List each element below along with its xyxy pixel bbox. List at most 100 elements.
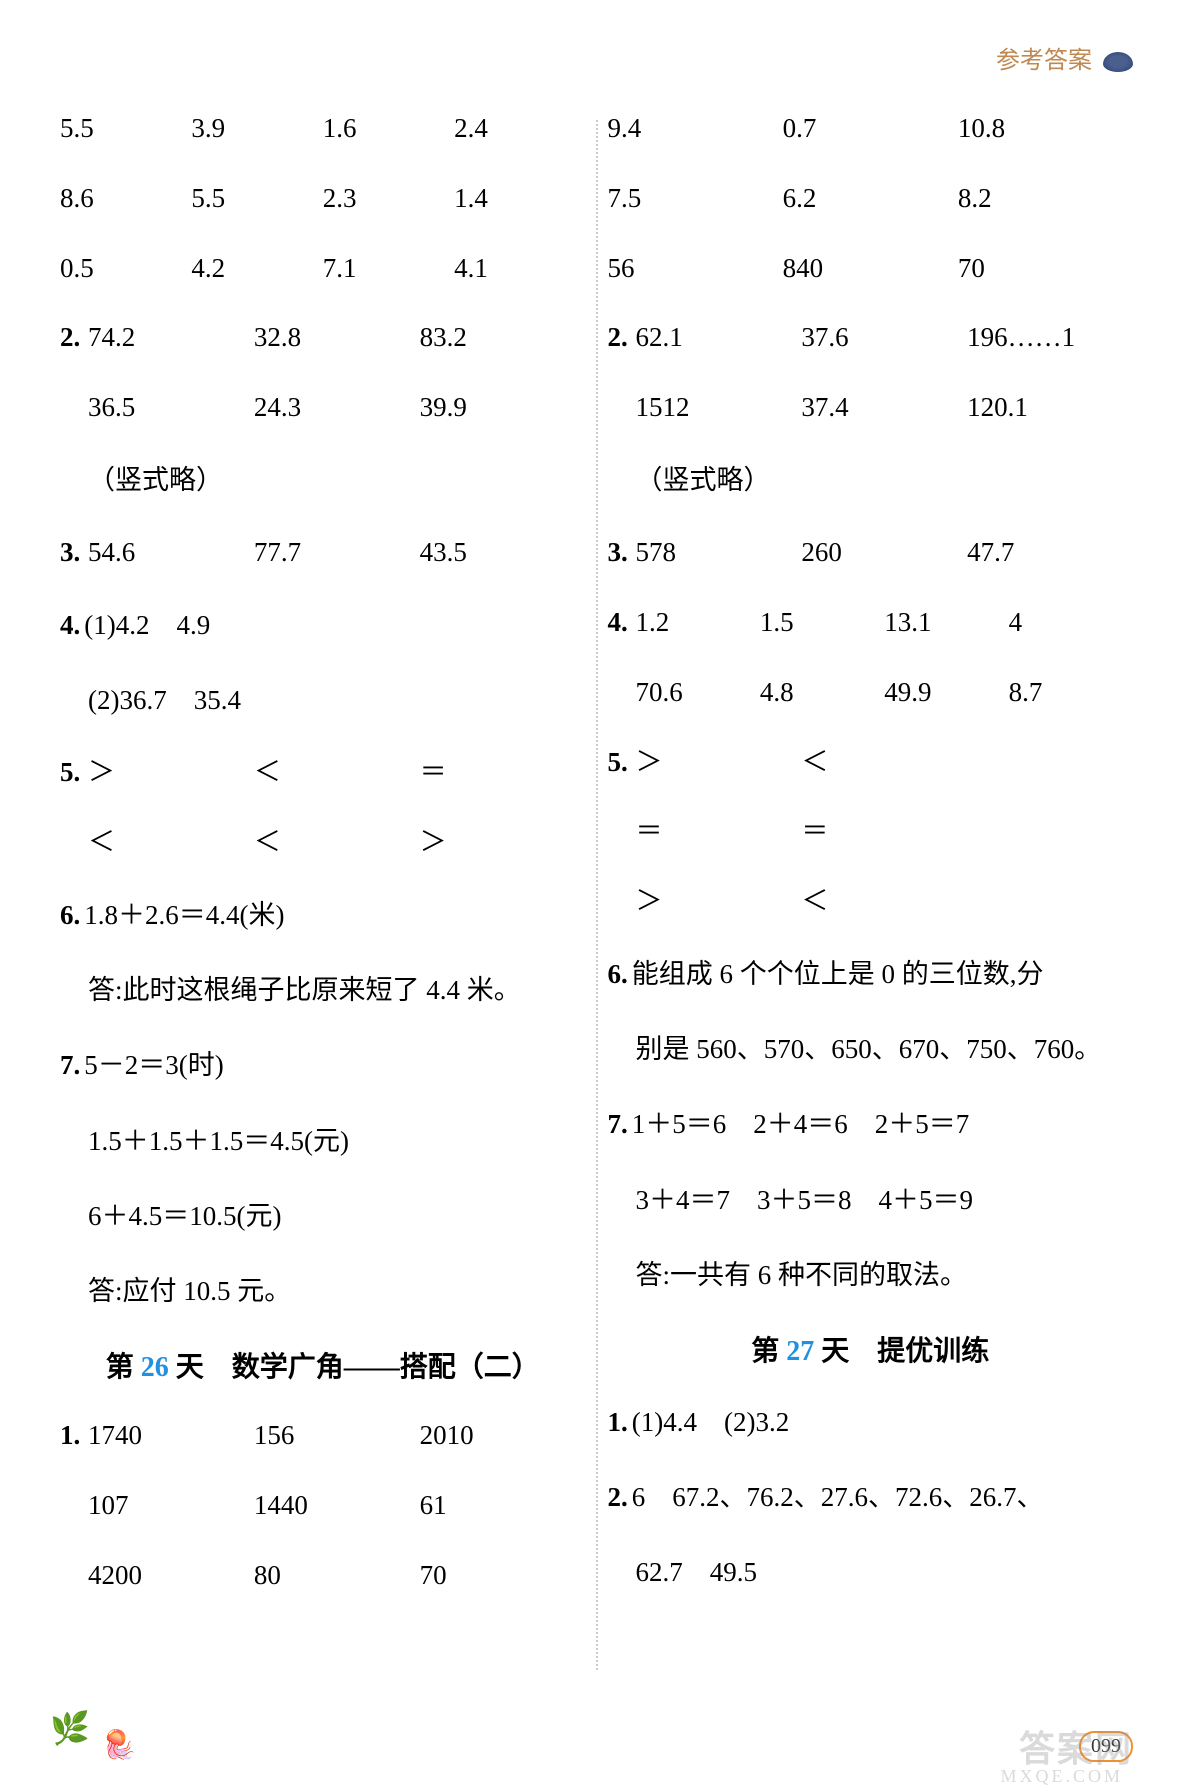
section-prefix: 第 xyxy=(751,1336,786,1367)
section-title: 第 26 天 数学广角——搭配（二） xyxy=(60,1345,586,1385)
answer-text: 6 67.2、76.2、27.6、72.6、26.7、 xyxy=(632,1482,1044,1512)
data-row: 36.5 24.3 39.9 xyxy=(60,389,586,427)
shell-icon xyxy=(1103,52,1133,72)
right-column: 9.4 0.7 10.8 7.5 6.2 8.2 56 840 70 2. 62… xyxy=(598,110,1144,1670)
header-title: 参考答案 xyxy=(996,48,1092,74)
cell: 4.8 xyxy=(760,674,884,712)
data-row: 9.4 0.7 10.8 xyxy=(608,110,1134,148)
cell: 4 xyxy=(1009,604,1133,642)
cell: 37.6 xyxy=(801,319,967,357)
cell: 840 xyxy=(783,250,958,288)
cell: 47.7 xyxy=(967,534,1133,572)
question-line: 7.1＋5＝6 2＋4＝6 2＋5＝7 xyxy=(608,1103,1134,1146)
question-number: 5. xyxy=(608,744,632,782)
cell: 39.9 xyxy=(420,389,586,427)
question-number: 7. xyxy=(60,1050,80,1080)
question-line: 4.(1)4.2 4.9 xyxy=(60,604,586,647)
data-row: 5. ＞ ＜ xyxy=(608,744,1134,782)
cell: 6.2 xyxy=(783,180,958,218)
answer-text: 6＋4.5＝10.5(元) xyxy=(60,1195,586,1238)
data-row: 56 840 70 xyxy=(608,250,1134,288)
question-line: 7.5－2＝3(时) xyxy=(60,1044,586,1087)
data-row: 70.6 4.8 49.9 8.7 xyxy=(608,674,1134,712)
question-line: 6.1.8＋2.6＝4.4(米) xyxy=(60,894,586,937)
cell: 120.1 xyxy=(967,389,1133,427)
cell: 32.8 xyxy=(254,319,420,357)
question-line: 6.能组成 6 个个位上是 0 的三位数,分 xyxy=(608,953,1134,996)
cell: 13.1 xyxy=(884,604,1008,642)
note: （竖式略） xyxy=(60,459,586,502)
data-row: 1. 1740 156 2010 xyxy=(60,1417,586,1455)
answer-text: 答:一共有 6 种不同的取法。 xyxy=(608,1254,1134,1297)
cell: 156 xyxy=(254,1417,420,1455)
cell: 24.3 xyxy=(254,389,420,427)
question-number: 6. xyxy=(60,900,80,930)
seaweed-icon xyxy=(50,1709,100,1754)
cell: 56 xyxy=(608,250,783,288)
cell: ＝ xyxy=(420,754,586,792)
data-row: 4200 80 70 xyxy=(60,1557,586,1595)
section-day: 26 xyxy=(141,1352,169,1383)
answer-text: 5－2＝3(时) xyxy=(84,1050,223,1080)
cell: 70.6 xyxy=(636,674,760,712)
cell: 37.4 xyxy=(801,389,967,427)
cell: 3.9 xyxy=(191,110,322,148)
cell: ＞ xyxy=(88,754,254,792)
answer-text: 能组成 6 个个位上是 0 的三位数,分 xyxy=(632,959,1044,989)
section-suffix: 天 数学广角——搭配（二） xyxy=(169,1352,540,1383)
data-row: 8.6 5.5 2.3 1.4 xyxy=(60,180,586,218)
cell: ＜ xyxy=(801,744,967,782)
cell: ＜ xyxy=(801,883,967,921)
section-suffix: 天 提优训练 xyxy=(814,1336,989,1367)
question-number: 2. xyxy=(608,1482,628,1512)
question-number: 1. xyxy=(608,1407,628,1437)
data-row: 7.5 6.2 8.2 xyxy=(608,180,1134,218)
cell: 70 xyxy=(958,250,1133,288)
cell: 74.2 xyxy=(88,319,254,357)
main-content: 5.5 3.9 1.6 2.4 8.6 5.5 2.3 1.4 0.5 4.2 … xyxy=(50,110,1143,1670)
question-number: 5. xyxy=(60,754,84,792)
question-number: 6. xyxy=(608,959,628,989)
data-row: 5. ＞ ＜ ＝ xyxy=(60,754,586,792)
question-number: 7. xyxy=(608,1109,628,1139)
cell: 1440 xyxy=(254,1487,420,1525)
cell: 1.4 xyxy=(454,180,585,218)
cell: 1740 xyxy=(88,1417,254,1455)
cell xyxy=(967,744,1133,782)
data-row: 3. 54.6 77.7 43.5 xyxy=(60,534,586,572)
data-row: ＜ ＜ ＞ xyxy=(60,824,586,862)
answer-text: 别是 560、570、650、670、750、760。 xyxy=(608,1028,1134,1071)
footer-decoration: 🪼 xyxy=(50,1709,137,1762)
answer-text: (2)36.7 35.4 xyxy=(60,679,586,722)
cell: ＝ xyxy=(801,813,967,851)
question-line: 2.6 67.2、76.2、27.6、72.6、26.7、 xyxy=(608,1476,1134,1519)
data-row: ＞ ＜ xyxy=(608,883,1134,921)
page-header: 参考答案 xyxy=(996,40,1133,75)
section-day: 27 xyxy=(786,1336,814,1367)
cell: 49.9 xyxy=(884,674,1008,712)
cell: ＞ xyxy=(636,744,802,782)
cell: 107 xyxy=(88,1487,254,1525)
cell: 9.4 xyxy=(608,110,783,148)
cell: ＞ xyxy=(636,883,802,921)
cell: 578 xyxy=(636,534,802,572)
section-title: 第 27 天 提优训练 xyxy=(608,1329,1134,1369)
data-row: 0.5 4.2 7.1 4.1 xyxy=(60,250,586,288)
note: （竖式略） xyxy=(608,459,1134,502)
data-row: 3. 578 260 47.7 xyxy=(608,534,1134,572)
cell: 62.1 xyxy=(636,319,802,357)
cell: 36.5 xyxy=(88,389,254,427)
cell: 1.6 xyxy=(323,110,454,148)
cell xyxy=(967,883,1133,921)
cell: 7.5 xyxy=(608,180,783,218)
data-row: 1512 37.4 120.1 xyxy=(608,389,1134,427)
watermark-sub: MXQE.COM xyxy=(1000,1766,1123,1787)
cell: 8.7 xyxy=(1009,674,1133,712)
cell: 5.5 xyxy=(191,180,322,218)
cell: 43.5 xyxy=(420,534,586,572)
question-number: 1. xyxy=(60,1417,84,1455)
cell: 8.6 xyxy=(60,180,191,218)
question-number: 2. xyxy=(608,319,632,357)
data-row: 5.5 3.9 1.6 2.4 xyxy=(60,110,586,148)
question-number: 2. xyxy=(60,319,84,357)
